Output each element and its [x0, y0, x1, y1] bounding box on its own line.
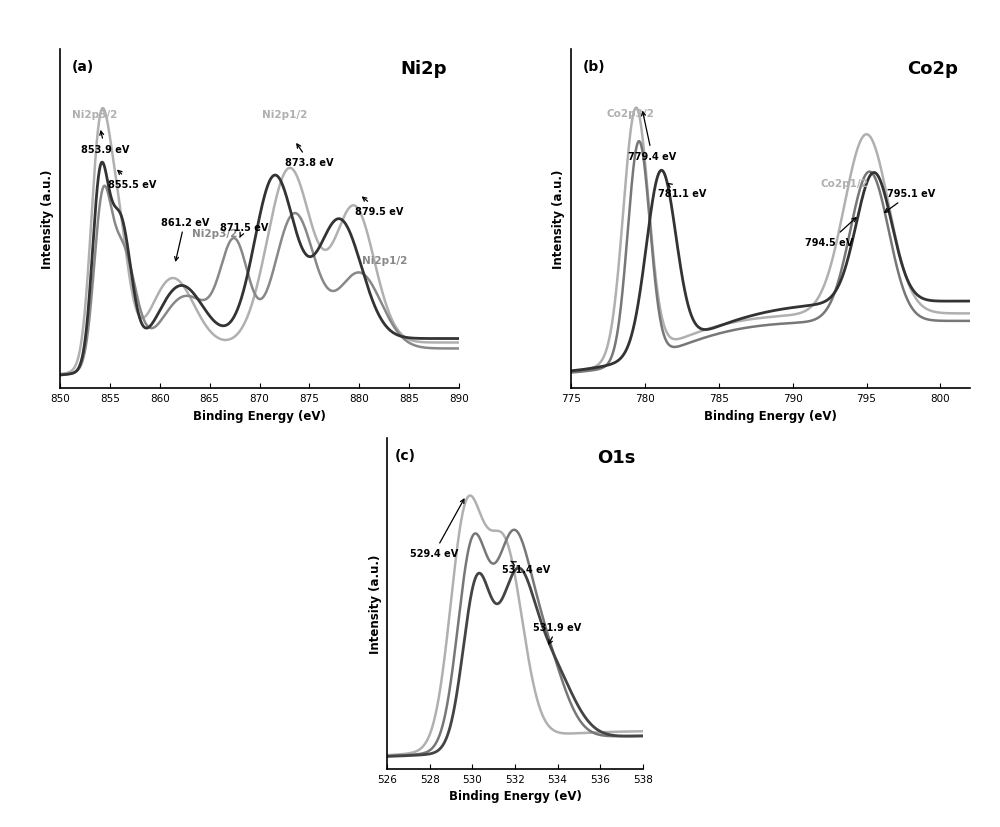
Text: 879.5 eV: 879.5 eV: [355, 198, 403, 217]
Text: Co2p3/2: Co2p3/2: [606, 109, 654, 119]
Y-axis label: Intensity (a.u.): Intensity (a.u.): [369, 554, 382, 653]
Text: 855.5 eV: 855.5 eV: [108, 171, 156, 189]
X-axis label: Binding Energy (eV): Binding Energy (eV): [449, 790, 581, 802]
Text: Ni2p1/2: Ni2p1/2: [362, 256, 407, 265]
Text: Ni2p: Ni2p: [401, 60, 447, 78]
Text: (a): (a): [72, 60, 94, 74]
X-axis label: Binding Energy (eV): Binding Energy (eV): [704, 409, 837, 422]
Text: 781.1 eV: 781.1 eV: [658, 184, 706, 199]
Text: 531.9 eV: 531.9 eV: [533, 622, 582, 644]
Text: Ni2p3/2: Ni2p3/2: [192, 228, 237, 238]
Text: Ni2p1/2: Ni2p1/2: [262, 110, 307, 120]
Text: (c): (c): [395, 448, 416, 462]
Text: 871.5 eV: 871.5 eV: [220, 222, 269, 238]
Text: 779.4 eV: 779.4 eV: [628, 112, 676, 162]
Text: 861.2 eV: 861.2 eV: [161, 218, 209, 261]
X-axis label: Binding Energy (eV): Binding Energy (eV): [193, 409, 326, 422]
Y-axis label: Intensity (a.u.): Intensity (a.u.): [552, 170, 565, 269]
Text: 873.8 eV: 873.8 eV: [285, 145, 334, 168]
Text: 795.1 eV: 795.1 eV: [885, 189, 935, 213]
Text: Co2p: Co2p: [907, 60, 958, 78]
Text: (b): (b): [583, 60, 605, 74]
Text: 531.4 eV: 531.4 eV: [502, 562, 550, 574]
Text: O1s: O1s: [597, 448, 635, 466]
Text: 794.5 eV: 794.5 eV: [805, 218, 856, 247]
Text: 529.4 eV: 529.4 eV: [410, 500, 464, 558]
Text: Ni2p3/2: Ni2p3/2: [72, 110, 118, 120]
Y-axis label: Intensity (a.u.): Intensity (a.u.): [41, 170, 54, 269]
Text: Co2p1/2: Co2p1/2: [820, 179, 868, 189]
Text: 853.9 eV: 853.9 eV: [81, 132, 129, 155]
